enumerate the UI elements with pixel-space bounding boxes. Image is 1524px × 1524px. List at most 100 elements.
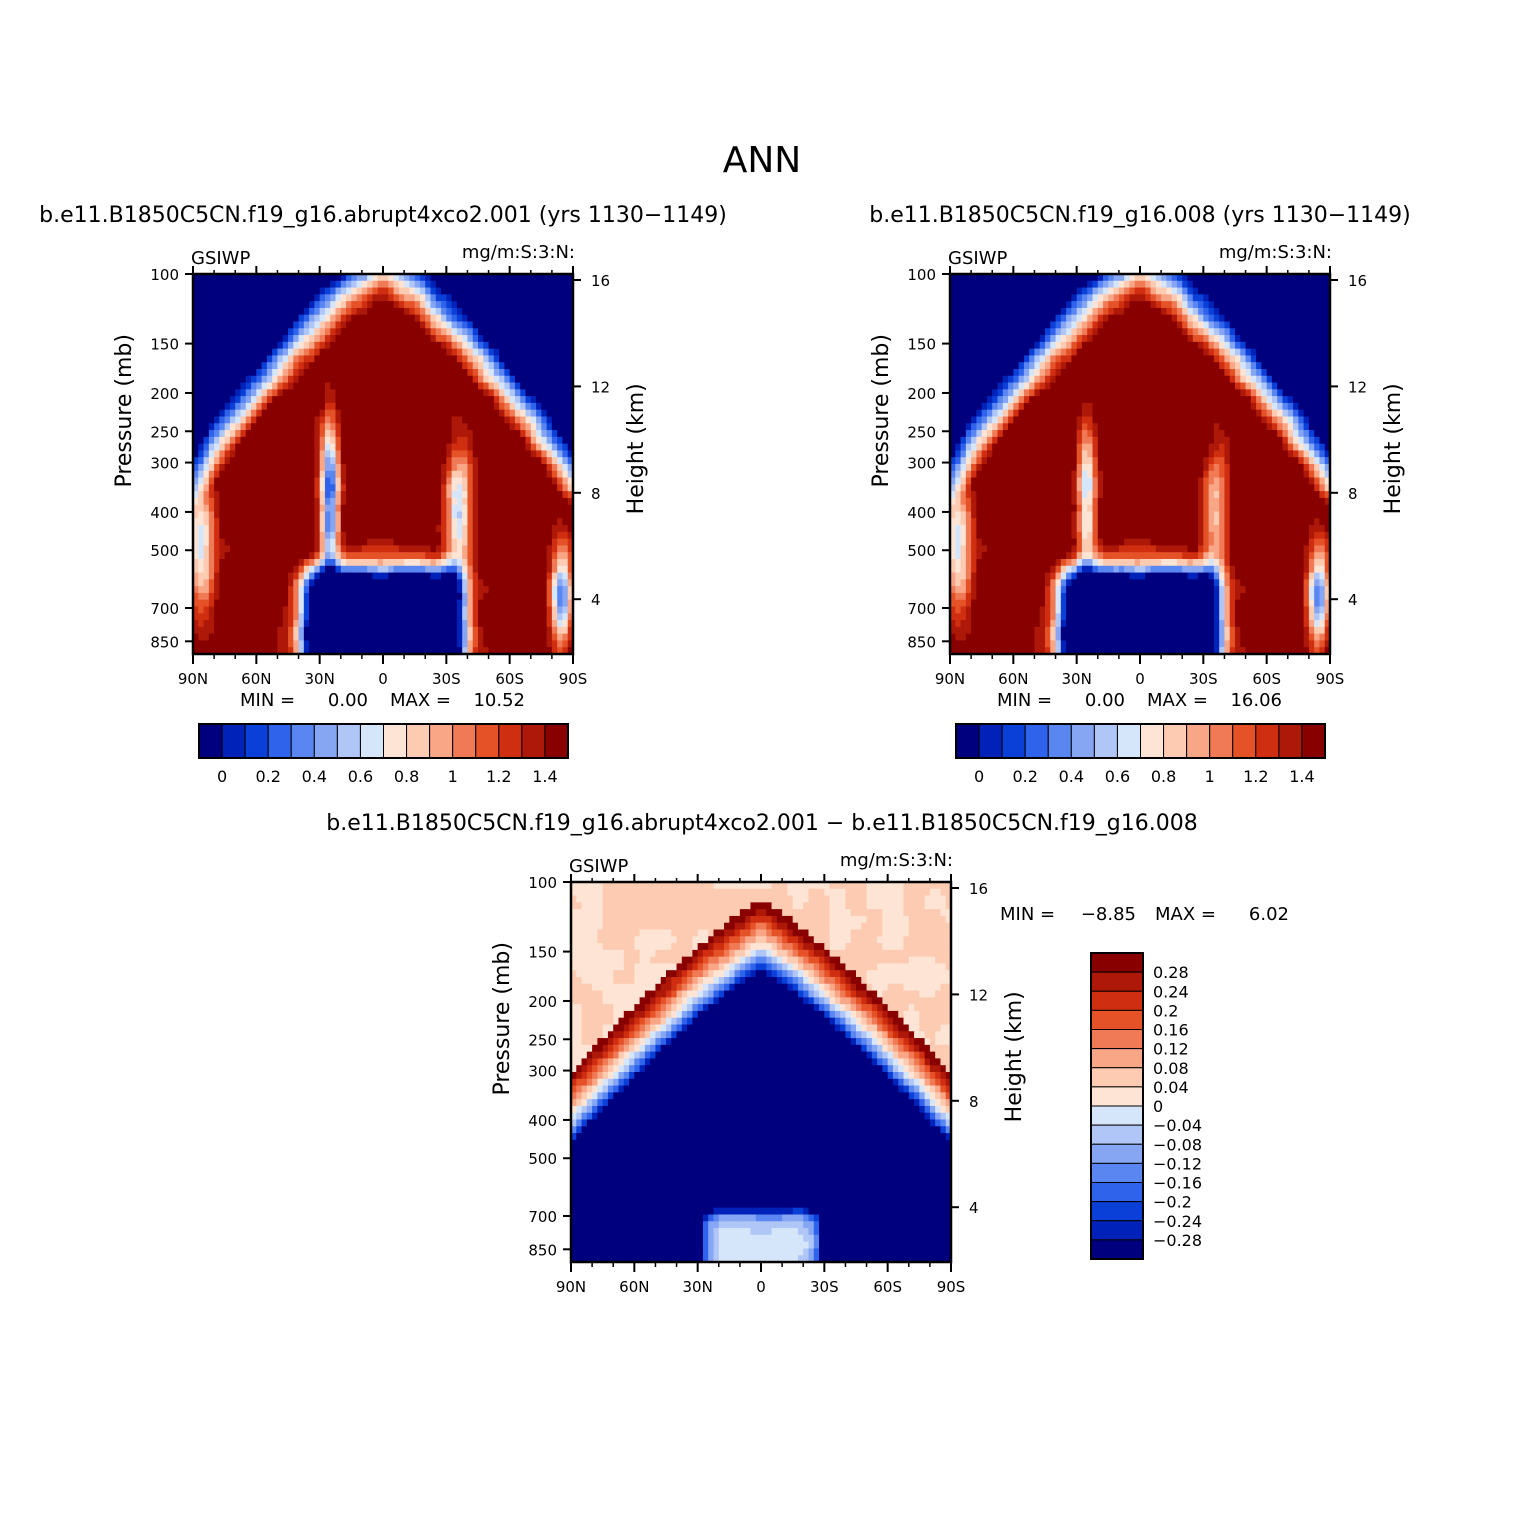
- field-cell: [1219, 294, 1226, 302]
- field-cell: [240, 389, 247, 397]
- field-cell: [446, 280, 453, 289]
- field-cell: [1118, 287, 1125, 295]
- field-cell: [493, 626, 500, 635]
- field-cell: [214, 511, 220, 519]
- field-cell: [971, 341, 977, 350]
- field-cell: [229, 280, 236, 289]
- field-cell: [1113, 294, 1120, 302]
- field-cell: [456, 606, 463, 614]
- field-cell: [1161, 287, 1167, 295]
- field-cell: [562, 531, 569, 540]
- field-cell: [1118, 328, 1125, 336]
- field-cell: [446, 294, 453, 302]
- field-cell: [1171, 274, 1178, 282]
- field-cell: [1029, 335, 1036, 343]
- field-cell: [541, 375, 548, 384]
- field-cell: [361, 477, 368, 485]
- field-cell: [314, 559, 321, 567]
- field-cell: [462, 416, 469, 424]
- field-cell: [456, 613, 463, 621]
- field-cell: [240, 382, 247, 390]
- field-cell: [282, 423, 289, 431]
- field-cell: [1008, 274, 1014, 282]
- field-cell: [562, 599, 569, 608]
- field-cell: [462, 335, 469, 343]
- field-cell: [361, 620, 368, 628]
- x-tick-label: 60N: [241, 670, 271, 688]
- field-cell: [193, 606, 199, 614]
- field-cell: [1203, 348, 1210, 357]
- field-cell: [441, 497, 447, 506]
- field-cell: [462, 301, 469, 309]
- field-cell: [330, 477, 337, 485]
- field-cell: [229, 301, 236, 309]
- field-cell: [567, 307, 573, 316]
- field-cell: [293, 274, 300, 282]
- field-cell: [198, 409, 205, 418]
- field-cell: [1277, 321, 1284, 329]
- field-cell: [367, 457, 374, 465]
- field-cell: [976, 348, 983, 357]
- field-cell: [319, 382, 326, 390]
- field-cell: [409, 362, 416, 370]
- field-cell: [1256, 335, 1262, 343]
- field-cell: [472, 287, 479, 295]
- field-cell: [1060, 274, 1067, 282]
- field-cell: [288, 382, 294, 390]
- field-cell: [425, 301, 432, 309]
- field-cell: [256, 606, 263, 614]
- field-cell: [409, 307, 416, 316]
- field-cell: [483, 565, 490, 574]
- field-cell: [367, 559, 374, 567]
- field-cell: [335, 355, 342, 363]
- field-cell: [525, 491, 532, 499]
- field-cell: [430, 559, 437, 567]
- field-cell: [361, 301, 368, 309]
- field-cell: [1134, 328, 1141, 336]
- field-cell: [351, 355, 358, 363]
- field-cell: [388, 579, 395, 587]
- field-cell: [314, 633, 321, 642]
- field-cell: [965, 321, 972, 329]
- field-cell: [388, 321, 395, 329]
- field-cell: [955, 274, 962, 282]
- field-cell: [1045, 307, 1051, 316]
- field-cell: [219, 307, 226, 316]
- field-cell: [251, 335, 257, 343]
- field-cell: [509, 355, 516, 363]
- field-cell: [1150, 280, 1157, 289]
- field-cell: [462, 484, 469, 492]
- field-cell: [309, 525, 315, 533]
- field-cell: [525, 416, 532, 424]
- field-cell: [219, 606, 226, 614]
- field-cell: [1187, 307, 1194, 316]
- field-cell: [1282, 335, 1289, 343]
- field-cell: [525, 477, 532, 485]
- field-cell: [293, 559, 300, 567]
- field-cell: [388, 280, 395, 289]
- field-cell: [404, 552, 410, 560]
- colorbar-frame: [198, 723, 569, 759]
- field-cell: [1266, 341, 1273, 350]
- field-cell: [525, 436, 532, 445]
- field-cell: [398, 470, 405, 479]
- field-cell: [446, 504, 453, 513]
- field-cell: [509, 375, 516, 384]
- field-cell: [536, 457, 542, 465]
- field-cell: [1002, 280, 1009, 289]
- field-cell: [414, 640, 421, 648]
- field-cell: [467, 409, 474, 418]
- field-cell: [504, 389, 511, 397]
- field-cell: [198, 552, 205, 560]
- field-cell: [1287, 335, 1294, 343]
- field-cell: [219, 443, 226, 452]
- field-cell: [483, 294, 490, 302]
- field-cell: [314, 518, 321, 526]
- field-cell: [419, 531, 426, 540]
- field-cell: [1060, 280, 1067, 289]
- field-cell: [214, 355, 220, 363]
- field-cell: [224, 402, 231, 411]
- field-cell: [441, 294, 447, 302]
- field-cell: [303, 416, 310, 424]
